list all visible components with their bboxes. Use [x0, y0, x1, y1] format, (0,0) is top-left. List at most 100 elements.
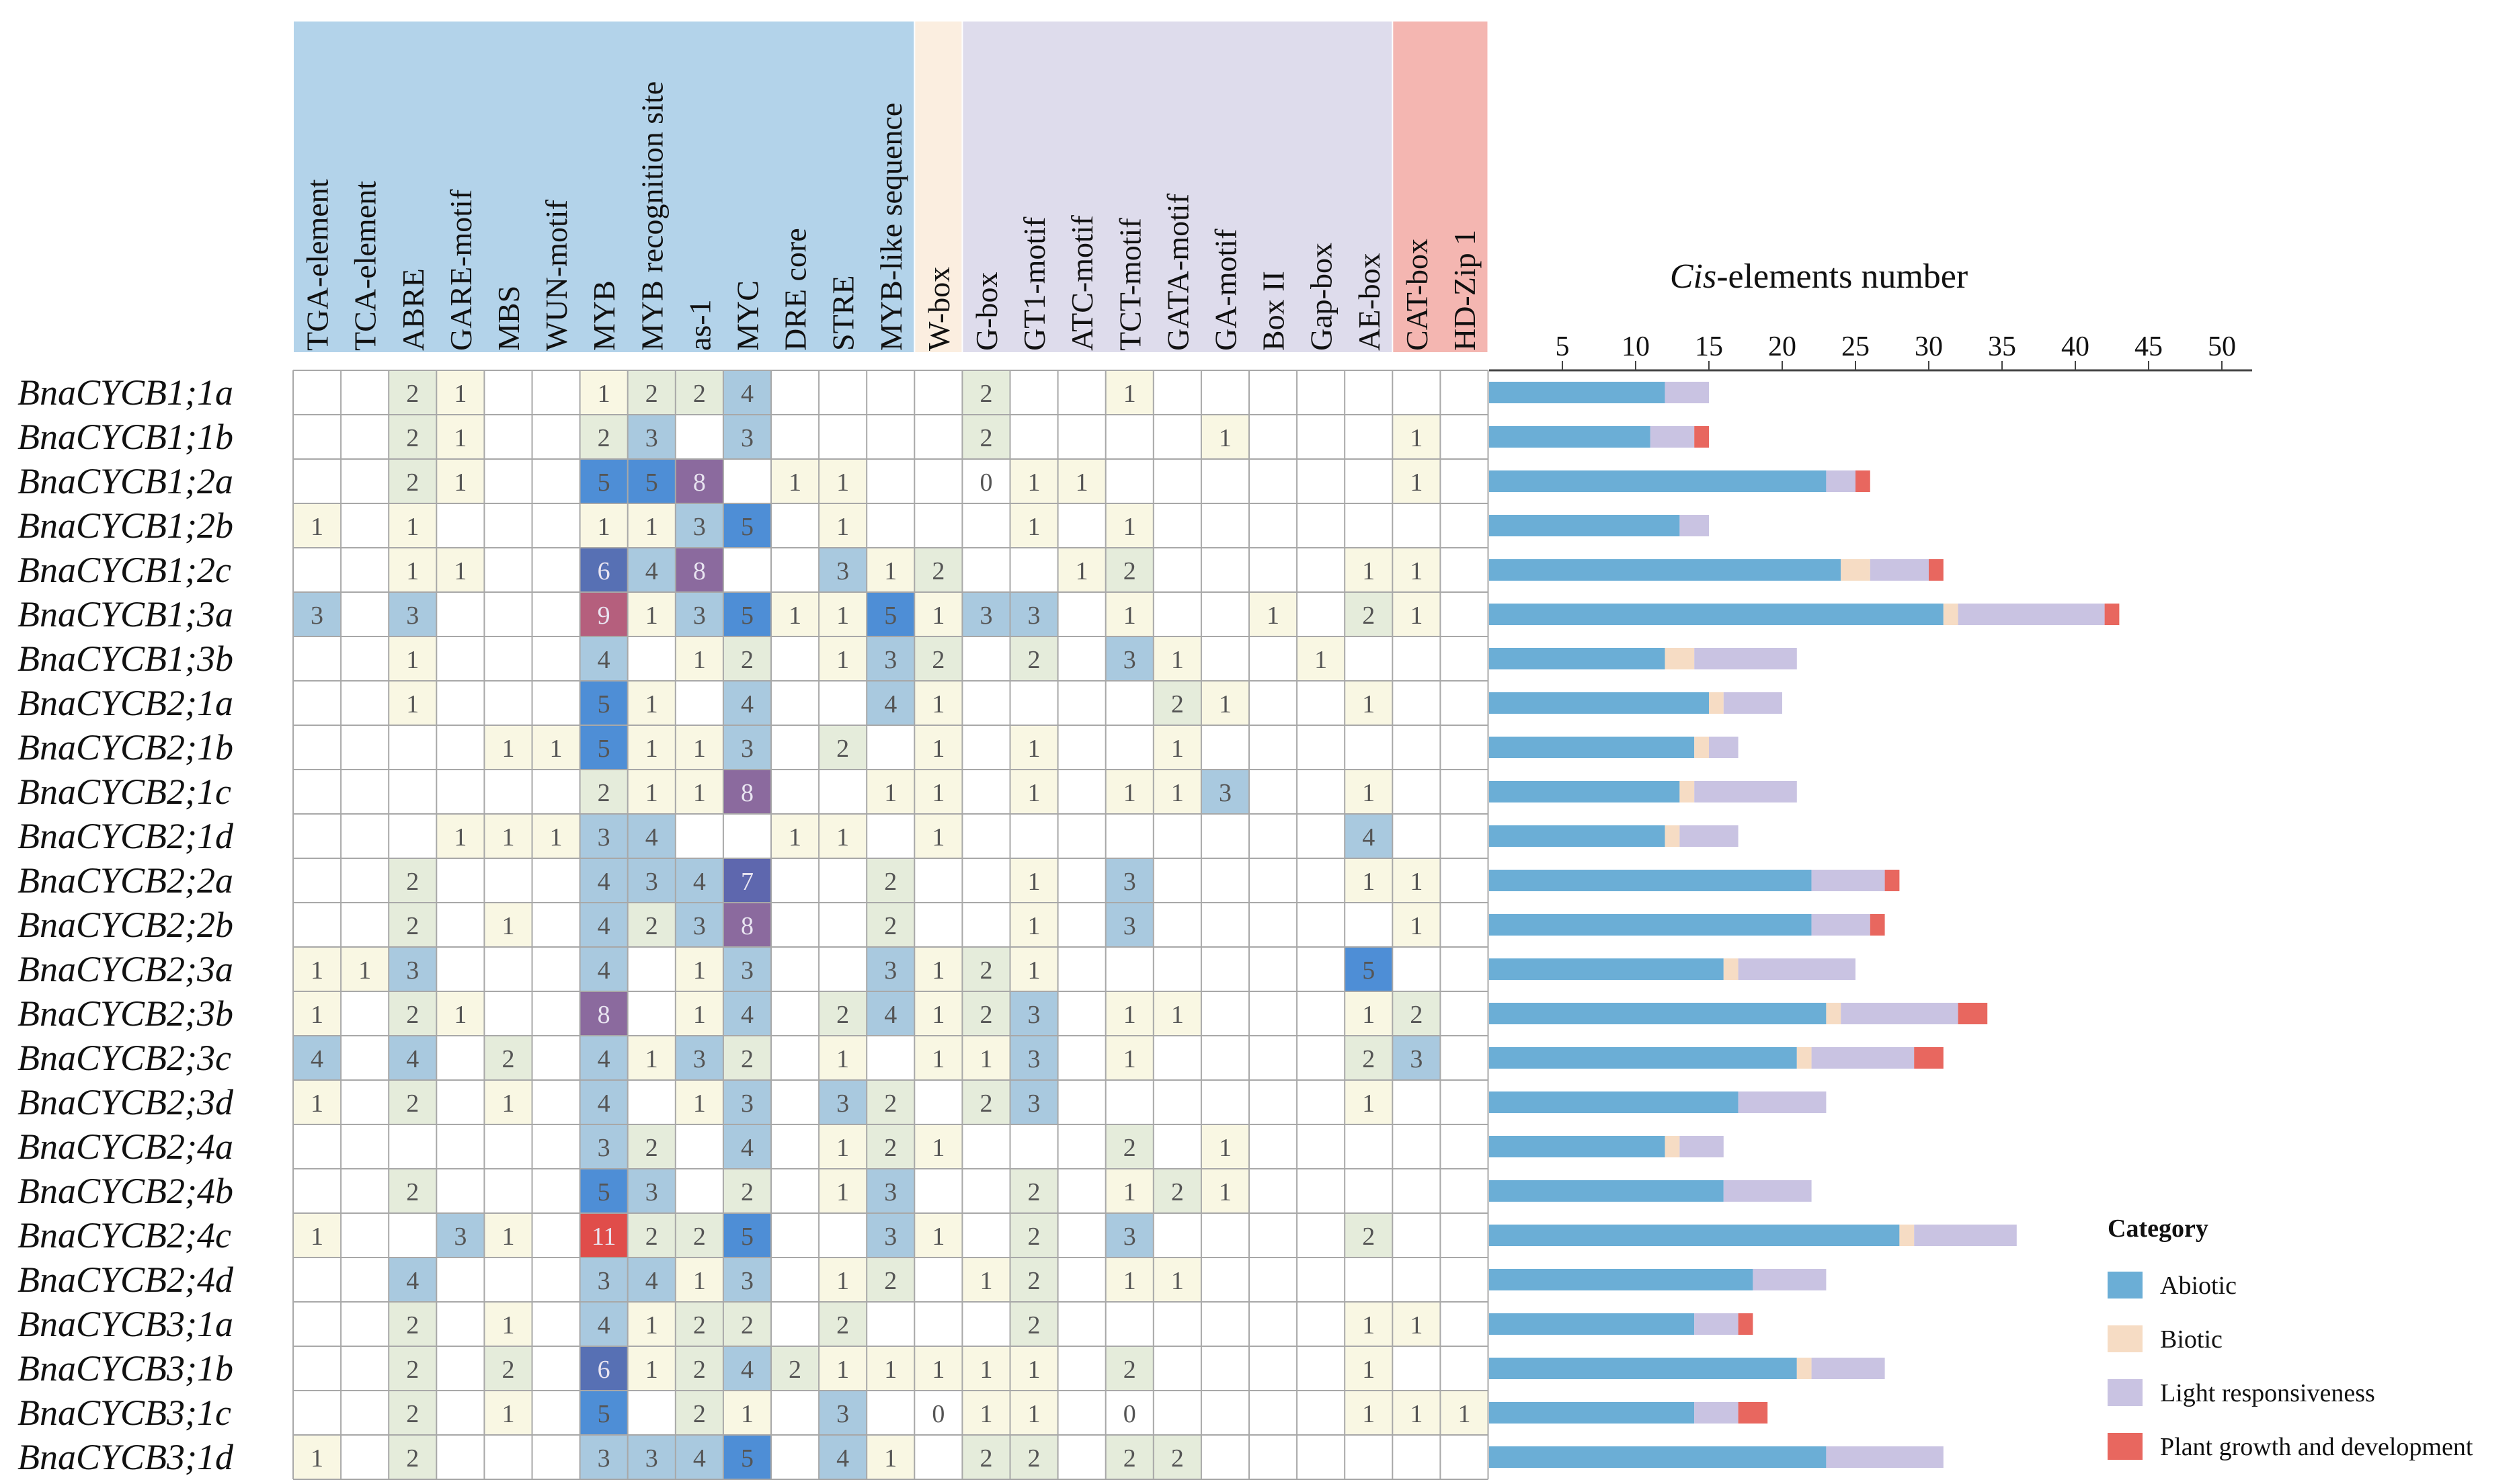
heatmap-cell-value: 1 [311, 1223, 323, 1251]
row-label-bnacycb2-4c: BnaCYCB2;4c [17, 1215, 231, 1255]
heatmap-cell-value: 3 [645, 1178, 658, 1206]
heatmap-cell-value: 3 [836, 1400, 849, 1428]
heatmap-cell [389, 415, 437, 459]
heatmap-cell [819, 725, 867, 770]
heatmap-cell [627, 1258, 676, 1302]
heatmap-cell [675, 592, 723, 636]
heatmap-cell-value: 4 [598, 1045, 610, 1073]
heatmap-cell-value: 2 [693, 1400, 706, 1428]
x-tick-label: 45 [2134, 331, 2163, 362]
heatmap-cell [627, 858, 676, 903]
heatmap-cell [1345, 1391, 1393, 1435]
heatmap-cell-value: 2 [884, 1134, 897, 1162]
heatmap-cell-value: 3 [741, 1267, 754, 1295]
heatmap-cell-value: 8 [598, 1001, 610, 1029]
heatmap-cell-value: 1 [502, 735, 514, 763]
heatmap-cell [1105, 1346, 1154, 1391]
heatmap-cell-value: 2 [406, 912, 419, 940]
heatmap-cell [1345, 1036, 1393, 1080]
column-label-gata-motif: GATA-motif [1160, 193, 1195, 351]
heatmap-cell-value: 1 [311, 956, 323, 985]
heatmap-cell [819, 1258, 867, 1302]
heatmap-cell-value: 8 [693, 468, 706, 497]
heatmap-cell [675, 1391, 723, 1435]
heatmap-cell [627, 1435, 676, 1479]
legend-swatch-biotic [2108, 1325, 2143, 1352]
heatmap-cell-value: 2 [406, 1400, 419, 1428]
bar-segment-biotic [1694, 737, 1709, 758]
heatmap-cell [962, 415, 1010, 459]
heatmap-cell [723, 1124, 771, 1169]
column-group-biotic [915, 22, 962, 352]
heatmap-cell [627, 903, 676, 947]
x-axis-title-suffix: -elements number [1716, 257, 1968, 296]
heatmap-cell [580, 592, 628, 636]
row-label-bnacycb2-3a: BnaCYCB2;3a [17, 949, 233, 989]
heatmap-cell [675, 770, 723, 814]
bar-segment-biotic [1943, 604, 1958, 625]
heatmap-cell-value: 3 [741, 956, 754, 985]
heatmap-cell-value: 2 [645, 912, 658, 940]
heatmap-cell [867, 548, 915, 592]
heatmap-cell [1105, 1213, 1154, 1258]
column-label-gt1-motif: GT1-motif [1017, 216, 1051, 351]
heatmap-cell [675, 636, 723, 681]
x-tick-label: 30 [1915, 331, 1943, 362]
heatmap-cell-value: 3 [1123, 912, 1136, 940]
heatmap-cell [484, 903, 532, 947]
heatmap-cell [1010, 1302, 1058, 1346]
row-label-bnacycb3-1b: BnaCYCB3;1b [17, 1348, 233, 1389]
heatmap-cell-value: 3 [980, 602, 992, 630]
bar-segment-plant-growth-and-development [2104, 604, 2120, 625]
row-label-bnacycb1-3b: BnaCYCB1;3b [17, 638, 233, 679]
heatmap-cell [484, 1346, 532, 1391]
heatmap-cell [723, 858, 771, 903]
heatmap-cell [675, 1213, 723, 1258]
bar-segment-light-responsiveness [1870, 559, 1929, 581]
heatmap-cell-value: 2 [1362, 1045, 1375, 1073]
heatmap-cell-value: 1 [836, 646, 849, 674]
heatmap-cell [389, 1391, 437, 1435]
heatmap-cell [389, 1258, 437, 1302]
heatmap-cell [771, 592, 820, 636]
column-labels: TGA-element TCA-element ABRE GARE-motif MBS W… [301, 81, 1482, 351]
heatmap-cell [723, 415, 771, 459]
heatmap-cell-value: 2 [980, 1001, 992, 1029]
heatmap-cell [819, 503, 867, 548]
heatmap-cell-value: 3 [406, 956, 419, 985]
bar-segment-biotic [1679, 781, 1695, 802]
heatmap-cell-value: 5 [598, 690, 610, 718]
heatmap-cell-value: 3 [406, 602, 419, 630]
heatmap-cell-value: 5 [1362, 956, 1375, 985]
heatmap-cell-value: 2 [1028, 1311, 1041, 1339]
bar-segment-light-responsiveness [1811, 870, 1885, 891]
heatmap-cell-value: 2 [406, 1178, 419, 1206]
column-label-gap-box: Gap-box [1304, 243, 1339, 351]
heatmap-cell-value: 5 [598, 735, 610, 763]
heatmap-cell-value: 2 [1028, 1178, 1041, 1206]
heatmap-cell [1153, 681, 1201, 725]
heatmap-cell [627, 459, 676, 503]
heatmap-cell [580, 1258, 628, 1302]
heatmap-cell [867, 636, 915, 681]
heatmap-cell [1010, 1213, 1058, 1258]
heatmap-cell [627, 415, 676, 459]
bar-segment-plant-growth-and-development [1738, 1402, 1768, 1424]
column-label-tct-motif: TCT-motif [1113, 218, 1147, 351]
heatmap-cell-value: 1 [741, 1400, 754, 1428]
bar-segment-biotic [1665, 1136, 1680, 1157]
heatmap-cell-value: 1 [1123, 1178, 1136, 1206]
heatmap-cell [675, 858, 723, 903]
bar-segment-light-responsiveness [1694, 1313, 1739, 1335]
heatmap-cell-value: 3 [598, 1267, 610, 1295]
legend-label-biotic: Biotic [2160, 1325, 2223, 1354]
bar-segment-light-responsiveness [1694, 781, 1797, 802]
heatmap-cell-value: 3 [884, 956, 897, 985]
heatmap-cell-value: 1 [1123, 513, 1136, 541]
heatmap-cell-value: 2 [1028, 1267, 1041, 1295]
heatmap-cell [914, 991, 963, 1036]
row-label-bnacycb3-1d: BnaCYCB3;1d [17, 1437, 234, 1477]
heatmap-cell-value: 2 [406, 424, 419, 452]
heatmap-cell [1345, 1346, 1393, 1391]
